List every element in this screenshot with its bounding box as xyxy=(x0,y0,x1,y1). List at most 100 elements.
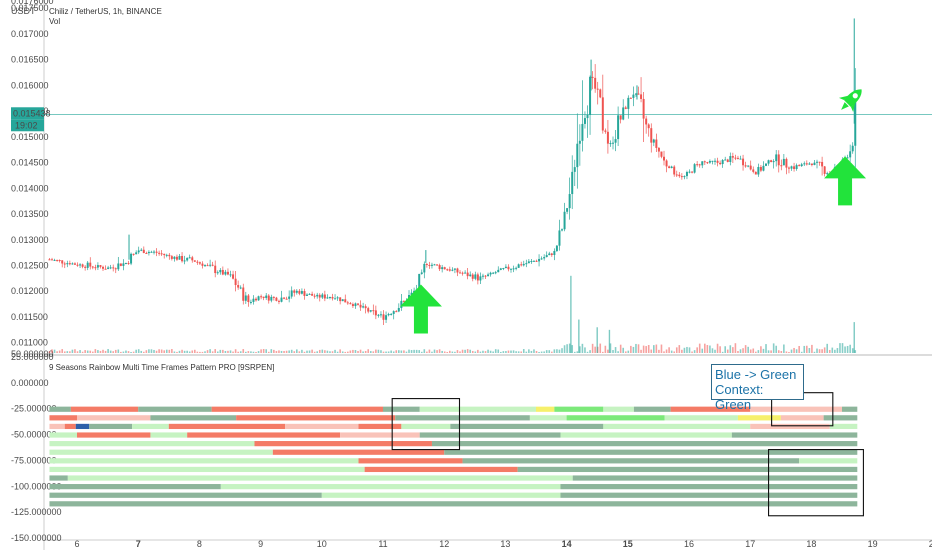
volume-label: Vol xyxy=(49,17,60,26)
candle-body xyxy=(759,166,762,171)
volume-bar xyxy=(688,347,691,353)
candle-body xyxy=(395,311,398,313)
volume-bar xyxy=(742,348,744,353)
candle-body xyxy=(260,296,263,298)
rainbow-segment xyxy=(236,415,396,421)
volume-bar xyxy=(548,350,551,353)
candle-body xyxy=(594,77,597,89)
volume-bar xyxy=(216,351,219,353)
candle-body xyxy=(142,249,145,253)
candle-body xyxy=(688,171,691,173)
candle-body xyxy=(795,165,798,169)
candle-body xyxy=(601,97,604,131)
volume-bar xyxy=(239,351,242,353)
candle-body xyxy=(663,156,666,161)
volume-bar xyxy=(176,351,178,353)
volume-bar xyxy=(316,351,319,353)
rainbow-segment xyxy=(780,415,824,421)
volume-bar xyxy=(224,350,227,353)
volume-bar xyxy=(566,344,568,353)
candle-body xyxy=(147,251,150,254)
rainbow-segment xyxy=(572,475,858,481)
volume-bar xyxy=(362,351,364,353)
candle-body xyxy=(102,266,105,269)
candle-body xyxy=(181,255,184,262)
volume-bar xyxy=(806,345,808,353)
chart-symbol-title: Chiliz / TetherUS, 1h, BINANCE xyxy=(49,7,162,16)
candle-body xyxy=(734,157,737,159)
candle-body xyxy=(645,118,648,125)
candle-body xyxy=(854,95,857,146)
candle-body xyxy=(390,313,393,315)
candle-body xyxy=(211,264,214,266)
volume-bar xyxy=(377,349,380,353)
candle-body xyxy=(318,294,321,298)
candle-body xyxy=(787,167,790,169)
volume-bar xyxy=(74,349,76,353)
volume-bar xyxy=(640,349,642,353)
volume-bar xyxy=(658,349,660,353)
volume-bar xyxy=(775,345,778,353)
volume-bar xyxy=(489,350,492,353)
candle-body xyxy=(670,166,673,169)
rainbow-segment xyxy=(750,423,830,430)
candle-body xyxy=(257,296,260,301)
rainbow-segment xyxy=(89,423,133,430)
volume-bar xyxy=(482,350,484,353)
candle-body xyxy=(492,272,495,274)
rainbow-segment xyxy=(254,441,432,447)
candle-body xyxy=(170,256,173,259)
candle-body xyxy=(507,266,510,270)
volume-bar xyxy=(632,346,635,353)
candle-body xyxy=(578,140,581,144)
candle-body xyxy=(683,176,686,178)
time-tick-label: 10 xyxy=(317,539,327,549)
indicator-tick-label: -25.000000 xyxy=(11,404,57,414)
candle-body xyxy=(48,259,51,261)
candle-body xyxy=(165,254,168,256)
candle-body xyxy=(400,300,403,308)
candle-body xyxy=(742,158,745,166)
volume-bar xyxy=(420,351,423,353)
volume-bar xyxy=(571,345,574,353)
candle-body xyxy=(484,275,487,277)
rainbow-segment xyxy=(444,449,858,455)
rainbow-segment xyxy=(49,475,68,481)
rainbow-segment xyxy=(358,458,463,464)
candle-body xyxy=(362,306,365,308)
rainbow-segment xyxy=(603,406,634,412)
volume-bar xyxy=(280,350,283,353)
candle-body xyxy=(685,172,688,177)
volume-bar xyxy=(545,350,548,353)
volume-bar xyxy=(693,350,696,353)
candle-body xyxy=(79,264,82,266)
candle-body xyxy=(655,139,658,148)
volume-bar xyxy=(533,349,535,353)
candle-body xyxy=(808,163,811,165)
volume-bar xyxy=(540,351,543,353)
candle-body xyxy=(357,303,360,305)
candle-body xyxy=(637,93,640,95)
candle-body xyxy=(441,267,444,270)
candle-body xyxy=(627,97,630,109)
candle-body xyxy=(66,263,69,265)
volume-bar xyxy=(301,349,303,353)
candle-body xyxy=(714,160,717,162)
volume-bar xyxy=(229,350,232,353)
candle-body xyxy=(790,166,793,169)
volume-bar xyxy=(109,350,112,353)
candle-body xyxy=(249,301,252,303)
volume-bar xyxy=(270,349,273,353)
volume-bar xyxy=(622,347,625,353)
candle-body xyxy=(145,252,148,254)
volume-bar xyxy=(352,349,354,353)
candle-body xyxy=(612,142,615,144)
volume-bar xyxy=(757,350,760,353)
volume-bar xyxy=(433,349,436,353)
time-tick-label: 12 xyxy=(439,539,449,549)
volume-bar xyxy=(505,351,507,353)
volume-bar xyxy=(150,349,153,353)
volume-bar xyxy=(686,346,688,353)
candle-body xyxy=(453,268,456,270)
